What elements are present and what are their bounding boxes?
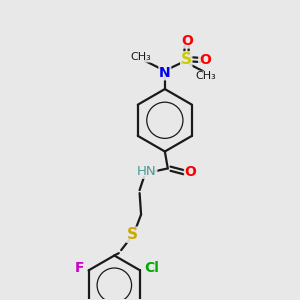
Text: F: F bbox=[74, 261, 84, 275]
Text: S: S bbox=[127, 227, 138, 242]
Text: Cl: Cl bbox=[144, 261, 159, 275]
Text: CH₃: CH₃ bbox=[196, 71, 217, 81]
Text: S: S bbox=[181, 52, 192, 67]
Text: HN: HN bbox=[137, 165, 157, 178]
Text: CH₃: CH₃ bbox=[131, 52, 152, 62]
Text: O: O bbox=[181, 34, 193, 48]
Text: N: N bbox=[159, 66, 171, 80]
Text: O: O bbox=[199, 53, 211, 67]
Text: O: O bbox=[184, 165, 196, 179]
